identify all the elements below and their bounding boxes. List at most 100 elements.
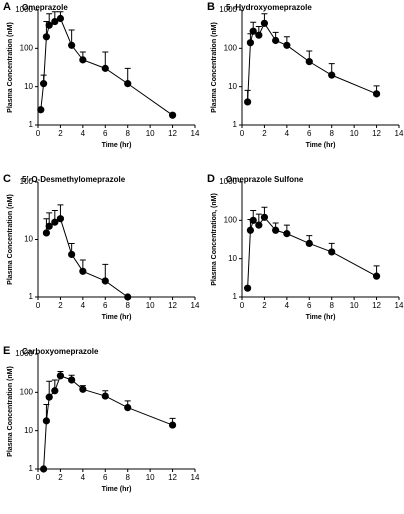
y-axis-label: Plasma Concentration (nM)	[7, 194, 14, 285]
panel-letter: A	[3, 1, 11, 13]
data-point	[51, 17, 59, 26]
y-tick-label: 10	[228, 254, 237, 263]
x-tick-label: 4	[81, 473, 86, 482]
y-tick-label: 1	[233, 292, 238, 301]
data-point	[249, 27, 257, 35]
data-point	[305, 239, 313, 248]
x-tick-label: 4	[285, 301, 290, 310]
y-tick-label: 1000	[219, 5, 237, 14]
x-tick-label: 10	[146, 301, 155, 310]
x-tick-label: 2	[58, 473, 63, 482]
x-tick-label: 0	[240, 301, 245, 310]
x-tick-label: 6	[103, 301, 108, 310]
y-tick-label: 100	[20, 177, 34, 186]
data-point	[68, 250, 76, 259]
y-axis-label: Plasma Concentration (nM)	[211, 22, 218, 113]
panel-letter: B	[207, 1, 215, 13]
x-tick-label: 8	[329, 301, 334, 310]
x-tick-label: 12	[372, 129, 381, 138]
y-tick-label: 1000	[15, 5, 33, 14]
data-point	[51, 218, 59, 226]
data-point	[372, 272, 381, 280]
data-point	[244, 98, 252, 106]
data-point	[40, 465, 48, 473]
data-point	[260, 213, 269, 221]
y-tick-label: 100	[20, 43, 34, 52]
data-point	[168, 421, 177, 429]
data-point	[255, 221, 263, 229]
data-point	[56, 215, 65, 223]
x-tick-label: 6	[307, 129, 312, 138]
data-point	[328, 71, 336, 79]
x-tick-label: 2	[58, 129, 63, 138]
y-tick-label: 10	[228, 82, 237, 91]
data-line	[247, 22, 377, 102]
x-tick-label: 6	[307, 301, 312, 310]
x-tick-label: 8	[125, 301, 130, 310]
panel-letter: C	[3, 173, 11, 185]
x-tick-label: 6	[103, 473, 108, 482]
data-point	[45, 21, 53, 29]
data-point	[168, 111, 177, 119]
panel-title: 5’-O-Desmethylomeprazole	[22, 175, 126, 184]
data-point	[79, 385, 87, 393]
data-point	[56, 14, 65, 23]
x-tick-label: 2	[262, 301, 267, 310]
data-point	[283, 230, 291, 238]
panel-title: 5 -Hydroxyomeprazole	[226, 3, 312, 12]
panel-title: Omeprazole	[22, 3, 68, 12]
panel-title: Omeprazole Sulfone	[226, 175, 304, 184]
x-tick-label: 14	[395, 301, 404, 310]
data-point	[283, 41, 291, 49]
y-tick-label: 1000	[219, 177, 237, 186]
x-tick-label: 4	[285, 129, 290, 138]
x-tick-label: 4	[81, 301, 86, 310]
x-axis-label: Time (hr)	[306, 142, 336, 149]
y-tick-label: 100	[224, 43, 238, 52]
data-point	[101, 64, 109, 72]
x-tick-label: 14	[191, 473, 200, 482]
data-line	[45, 217, 129, 298]
data-line	[43, 375, 173, 470]
data-point	[40, 80, 48, 88]
data-line	[247, 216, 377, 289]
data-point	[45, 393, 53, 401]
data-point	[42, 33, 51, 41]
data-point	[246, 226, 255, 234]
x-tick-label: 12	[168, 301, 177, 310]
data-point	[272, 36, 280, 45]
x-tick-label: 10	[350, 301, 359, 310]
data-point	[101, 277, 109, 285]
y-tick-label: 10	[24, 82, 33, 91]
data-point	[260, 19, 269, 27]
x-tick-label: 12	[168, 129, 177, 138]
y-tick-label: 100	[224, 215, 238, 224]
data-point	[68, 376, 76, 384]
x-tick-label: 0	[240, 129, 245, 138]
x-tick-label: 14	[191, 129, 200, 138]
x-tick-label: 8	[329, 129, 334, 138]
y-tick-label: 100	[20, 387, 34, 396]
x-axis-label: Time (hr)	[102, 314, 132, 321]
y-tick-label: 1	[29, 292, 34, 301]
y-tick-label: 1000	[15, 349, 33, 358]
y-tick-label: 10	[24, 426, 33, 435]
panel-letter: E	[3, 345, 10, 357]
x-axis-label: Time (hr)	[306, 314, 336, 321]
x-tick-label: 8	[125, 473, 130, 482]
y-tick-label: 1	[29, 120, 34, 129]
data-point	[244, 284, 252, 292]
x-tick-label: 10	[350, 129, 359, 138]
y-axis-label: Plasma Concentration (nM)	[7, 366, 14, 457]
data-point	[246, 39, 255, 47]
x-tick-label: 10	[146, 473, 155, 482]
x-axis-label: Time (hr)	[102, 486, 132, 493]
y-axis-label: Plasma Concentration (nM)	[7, 22, 14, 113]
x-tick-label: 6	[103, 129, 108, 138]
data-point	[42, 229, 51, 237]
x-tick-label: 2	[262, 129, 267, 138]
x-tick-label: 10	[146, 129, 155, 138]
panel-title: Carboxyomeprazole	[22, 347, 99, 356]
